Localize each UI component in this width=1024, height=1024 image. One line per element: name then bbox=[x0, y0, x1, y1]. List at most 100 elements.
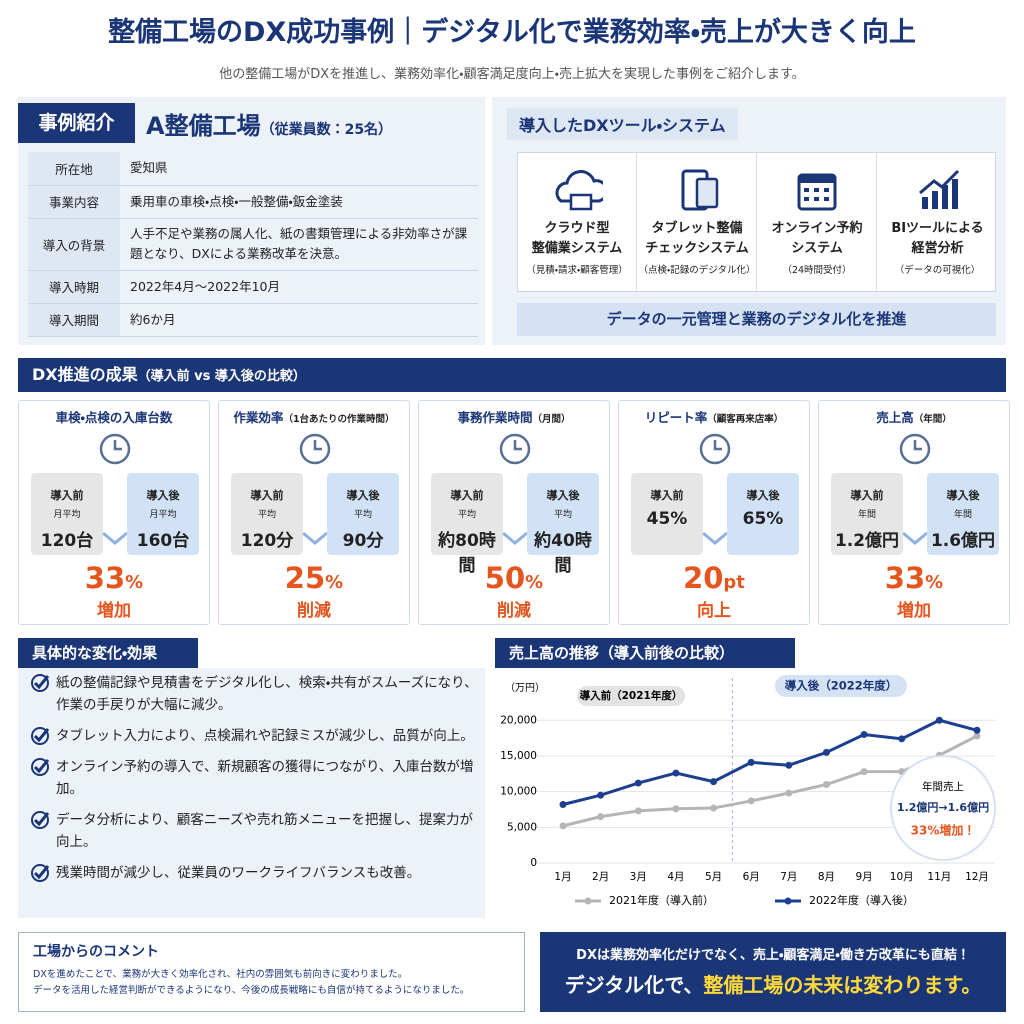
tool-name: クラウド型 bbox=[544, 221, 610, 236]
x-tick-label: 10月 bbox=[890, 871, 914, 883]
changes-title: 具体的な変化・効果 bbox=[18, 638, 198, 668]
point bbox=[597, 791, 605, 799]
comment-line: データを活用した経営判断ができるようになり、今後の成長戦略にも自信が持てるように… bbox=[33, 985, 470, 996]
y-tick-label: 0 bbox=[530, 857, 537, 869]
point bbox=[973, 732, 981, 740]
tool-note: （データの可視化） bbox=[894, 265, 981, 276]
point bbox=[785, 789, 793, 797]
footer-banner: DXは業務効率化だけでなく、売上・顧客満足・働き方改革にも直結！ デジタル化で、… bbox=[540, 932, 1006, 1012]
y-axis-label: （万円） bbox=[505, 682, 545, 694]
case-label: 導入の背景 bbox=[28, 218, 120, 271]
page-subtitle: 他の整備工場がDXを推進し、業務効率化・顧客満足度向上・売上拡大を実現した事例を… bbox=[219, 67, 805, 82]
callout-change: 33%増加！ bbox=[911, 823, 976, 838]
card-title-text: リピート率 bbox=[644, 410, 708, 425]
card-icon bbox=[99, 433, 131, 465]
value-box: 導入前 平均 約80時間 bbox=[431, 473, 503, 576]
change-unit: % bbox=[925, 572, 944, 593]
case-value: 乗用車の車検・点検・一般整備・鈑金塗装 bbox=[120, 185, 478, 219]
tool-icon bbox=[681, 169, 719, 211]
result-card: 作業効率（1台あたりの作業時間） 導入前 平均 120分 導入後 平均 90分 25% 削減 bbox=[218, 400, 410, 625]
card-title-note: （月間） bbox=[532, 414, 571, 425]
case-row: 導入期間 約6か月 bbox=[28, 303, 478, 337]
tool: オンライン予約 システム （24時間受付） bbox=[758, 153, 877, 293]
change-item: 紙の整備記録や見積書をデジタル化し、検索・共有がスムーズになり、作業の手戻りが大… bbox=[28, 672, 478, 716]
card-icon bbox=[499, 433, 531, 465]
change-label: 増加 bbox=[897, 601, 931, 621]
value-box: 導入後 平均 90分 bbox=[327, 473, 399, 555]
tool: クラウド型 整備業システム （見積・請求・顧客管理） bbox=[518, 153, 637, 293]
card-title: 車検・点検の入庫台数 bbox=[19, 407, 209, 426]
legend-dot bbox=[584, 897, 592, 905]
before-value: 約80時間 bbox=[438, 531, 496, 576]
tool: BIツールによる 経営分析 （データの可視化） bbox=[878, 153, 997, 293]
change-item: 残業時間が減少し、従業員のワークライフバランスも改善。 bbox=[28, 862, 478, 884]
x-tick-label: 5月 bbox=[705, 871, 722, 883]
after-value: 160台 bbox=[136, 531, 190, 551]
x-tick-label: 8月 bbox=[818, 871, 835, 883]
change-unit: pt bbox=[723, 572, 745, 593]
change-label: 増加 bbox=[97, 601, 131, 621]
point bbox=[822, 748, 830, 756]
card-title-text: 車検・点検の入庫台数 bbox=[55, 410, 173, 425]
after-label: 導入後 bbox=[746, 489, 780, 502]
check-icon bbox=[31, 811, 50, 829]
check-icon bbox=[31, 674, 50, 692]
case-table: 所在地 愛知県 事業内容 乗用車の車検・点検・一般整備・鈑金塗装 導入の背景 人手不足や業… bbox=[28, 152, 478, 337]
results-title-note: （導入前 vs 導入後の比較） bbox=[137, 369, 306, 384]
before-period: 導入前（2021年度） bbox=[580, 689, 683, 702]
x-tick-label: 1月 bbox=[554, 871, 571, 883]
tool-name: システム bbox=[791, 241, 843, 256]
y-tick-label: 5,000 bbox=[507, 821, 537, 833]
case-row: 所在地 愛知県 bbox=[28, 152, 478, 186]
change-item: タブレット入力により、点検漏れや記録ミスが減少し、品質が向上。 bbox=[28, 725, 478, 747]
tool-note: （点検・記録のデジタル化） bbox=[638, 265, 756, 276]
point bbox=[672, 769, 680, 777]
before-sub: 平均 bbox=[457, 510, 476, 520]
card-title-text: 作業効率 bbox=[233, 410, 284, 425]
tool-name: BIツールによる bbox=[891, 221, 984, 236]
after-sub: 年間 bbox=[953, 510, 972, 520]
legend-label: 2022年度（導入後） bbox=[809, 893, 914, 907]
change: 33% bbox=[19, 561, 209, 595]
case-value: 約6か月 bbox=[120, 303, 478, 337]
arrow bbox=[103, 531, 127, 545]
x-tick-label: 7月 bbox=[780, 871, 797, 883]
change: 20pt bbox=[619, 561, 809, 595]
value-box: 導入後 平均 約40時間 bbox=[527, 473, 599, 576]
card-title-note: （1台あたりの作業時間） bbox=[283, 414, 395, 425]
after-value: 65% bbox=[742, 509, 784, 529]
before-label: 導入前 bbox=[850, 489, 884, 502]
arrow bbox=[903, 531, 927, 545]
change: 25% bbox=[219, 561, 409, 595]
check-icon bbox=[31, 864, 50, 882]
value-box: 導入後 年間 1.6億円 bbox=[927, 473, 999, 555]
value-box: 導入前 年間 1.2億円 bbox=[831, 473, 903, 555]
chart-title: 売上高の推移（導入前後の比較） bbox=[495, 638, 795, 668]
after-label: 導入後 bbox=[346, 489, 380, 502]
change-label: 削減 bbox=[497, 601, 531, 621]
x-tick-label: 6月 bbox=[743, 871, 760, 883]
point bbox=[973, 726, 981, 734]
point bbox=[898, 735, 906, 743]
value-box: 導入後 月平均 160台 bbox=[127, 473, 199, 555]
change: 50% bbox=[419, 561, 609, 595]
arrow bbox=[703, 531, 727, 545]
after-label: 導入後 bbox=[946, 489, 980, 502]
changes-list: 紙の整備記録や見積書をデジタル化し、検索・共有がスムーズになり、作業の手戻りが大… bbox=[28, 672, 478, 893]
after-value: 90分 bbox=[342, 531, 384, 551]
results-title: DX推進の成果 bbox=[32, 365, 138, 384]
card-title: 事務作業時間（月間） bbox=[419, 407, 609, 426]
after-label: 導入後 bbox=[546, 489, 580, 502]
footer-line1: DXは業務効率化だけでなく、売上・顧客満足・働き方改革にも直結！ bbox=[576, 948, 970, 963]
change-value: 20 bbox=[683, 561, 724, 595]
comment-title: 工場からのコメント bbox=[33, 944, 159, 960]
point bbox=[747, 758, 755, 766]
case-employees: （従業員数：25名） bbox=[260, 122, 393, 138]
legend-dot bbox=[784, 897, 792, 905]
tool-name: タブレット整備 bbox=[651, 221, 743, 236]
change-value: 33 bbox=[84, 561, 126, 595]
case-value: 愛知県 bbox=[120, 152, 478, 186]
x-tick-label: 4月 bbox=[667, 871, 684, 883]
change-item: データ分析により、顧客ニーズや売れ筋メニューを把握し、提案力が向上。 bbox=[28, 809, 478, 853]
value-box: 導入前 平均 120分 bbox=[231, 473, 303, 555]
